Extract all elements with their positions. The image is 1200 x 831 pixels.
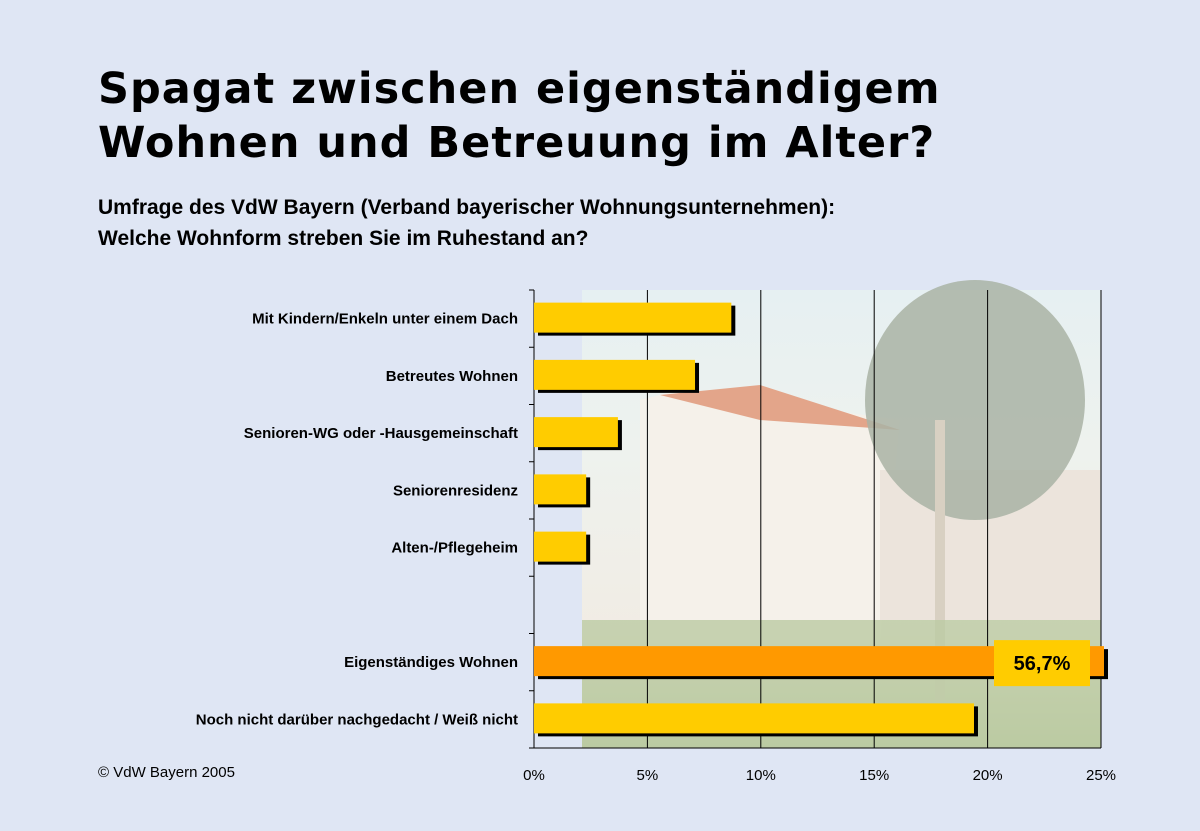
category-label: Senioren-WG oder -Hausgemeinschaft <box>244 425 518 442</box>
bar <box>534 703 974 734</box>
x-tick-label: 25% <box>1086 767 1116 784</box>
title-line-1: Spagat zwischen eigenständigem <box>98 64 941 114</box>
category-label: Betreutes Wohnen <box>386 368 518 385</box>
copyright-footer: © VdW Bayern 2005 <box>98 764 235 781</box>
category-label: Mit Kindern/Enkeln unter einem Dach <box>252 311 518 328</box>
chart-subtitle: Umfrage des VdW Bayern (Verband bayerisc… <box>98 192 835 254</box>
category-label: Seniorenresidenz <box>393 482 518 499</box>
x-tick-label: 10% <box>746 767 776 784</box>
x-tick-label: 0% <box>523 767 545 784</box>
x-tick-label: 20% <box>973 767 1003 784</box>
bar <box>534 474 587 505</box>
chart-title: Spagat zwischen eigenständigem Wohnen und… <box>98 62 941 170</box>
value-label-box <box>994 640 1090 687</box>
subtitle-line-2: Welche Wohnform streben Sie im Ruhestand… <box>98 227 589 250</box>
bar <box>534 417 618 448</box>
category-label: Noch nicht darüber nachgedacht / Weiß ni… <box>196 711 518 728</box>
bar <box>534 531 587 562</box>
category-label: Alten-/Pflegeheim <box>391 540 518 557</box>
bar <box>534 359 696 390</box>
value-label: 56,7% <box>1014 653 1071 675</box>
x-tick-label: 5% <box>637 767 659 784</box>
title-line-2: Wohnen und Betreuung im Alter? <box>98 118 936 168</box>
x-tick-label: 15% <box>859 767 889 784</box>
bar <box>534 302 732 333</box>
subtitle-line-1: Umfrage des VdW Bayern (Verband bayerisc… <box>98 196 836 219</box>
category-label: Eigenständiges Wohnen <box>344 654 518 671</box>
